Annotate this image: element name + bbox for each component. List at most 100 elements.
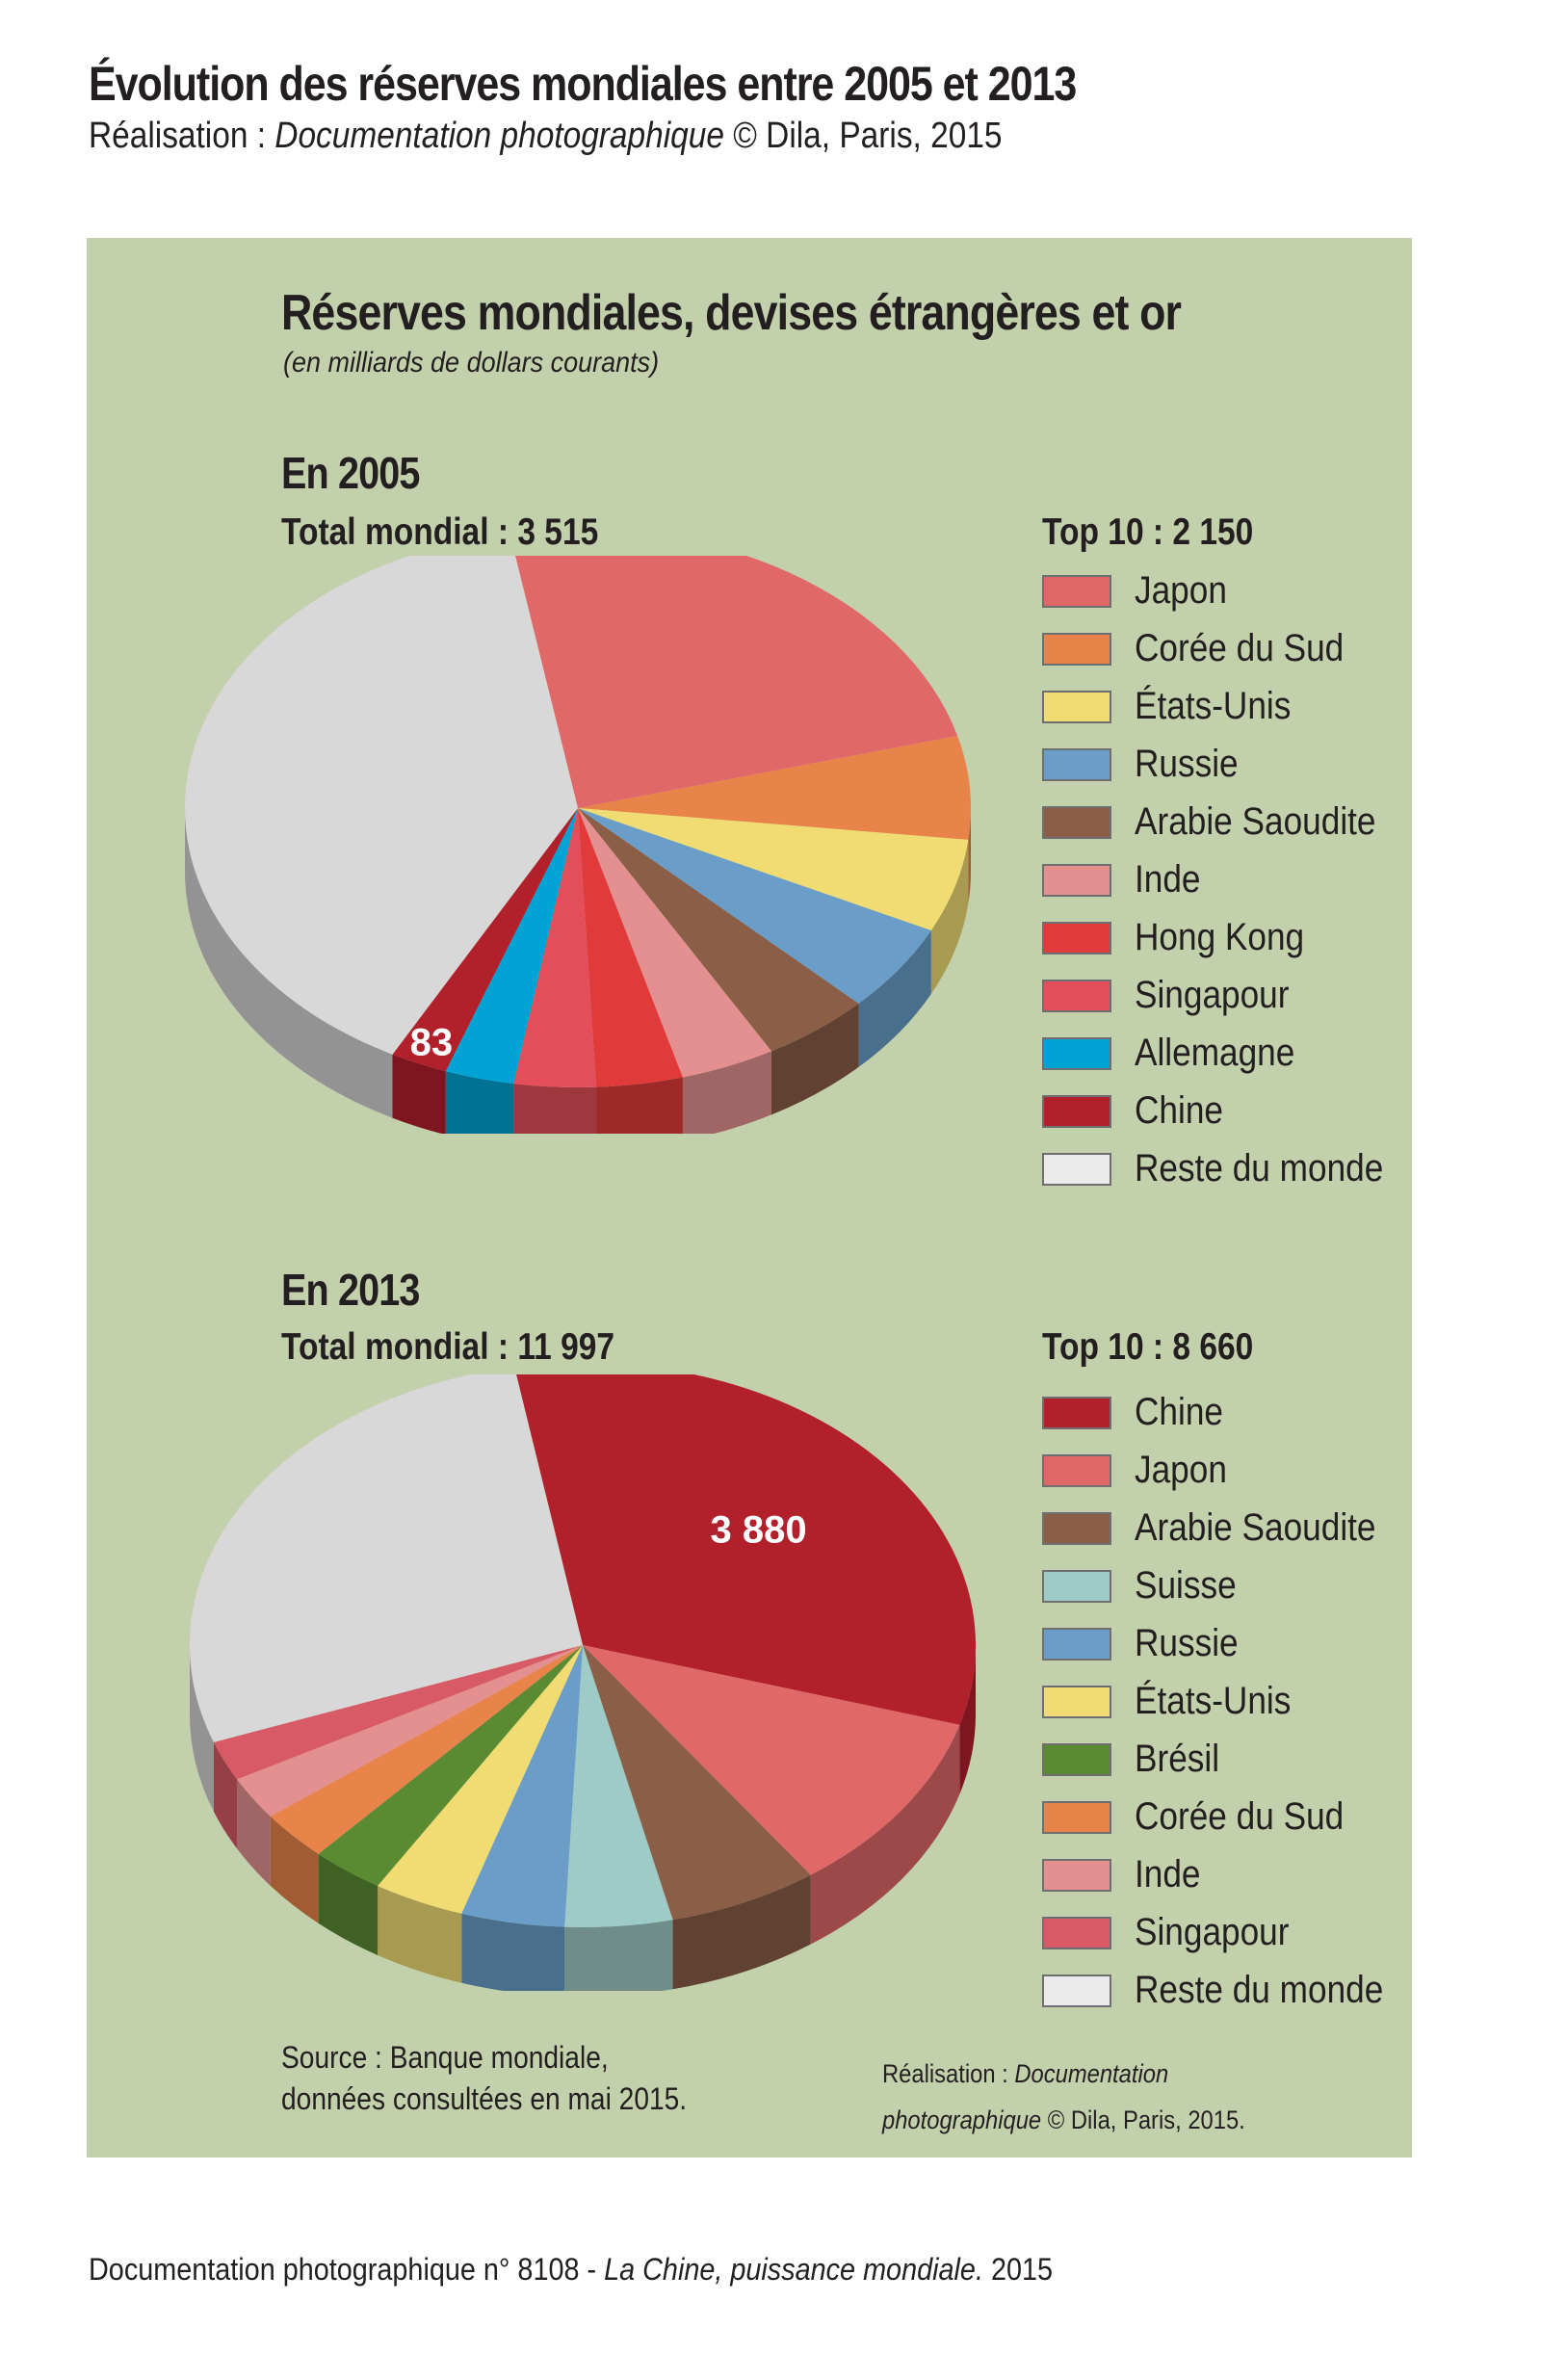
slice-hong-kong	[578, 808, 683, 1087]
legend-swatch	[1042, 1686, 1111, 1718]
legend-swatch	[1042, 922, 1111, 955]
legend-label: Singapour	[1135, 1911, 1290, 1953]
legend-item-chine: Chine	[1042, 1085, 1408, 1143]
slice-side-chine	[392, 1054, 446, 1134]
legend-item-singapour: Singapour	[1042, 1907, 1408, 1965]
pie-top	[185, 556, 971, 1087]
legend-item-etats-unis: États-Unis	[1042, 681, 1408, 739]
slice-side-etats-unis	[378, 1885, 462, 1983]
slice-chine	[392, 808, 578, 1072]
pie-top	[190, 1374, 976, 1927]
legend-item-chine: Chine	[1042, 1387, 1408, 1445]
slice-side-inde	[682, 1051, 771, 1134]
slice-inde	[578, 808, 771, 1078]
slice-side-russie	[461, 1913, 565, 1991]
slice-side-coree-du-sud	[270, 1816, 319, 1923]
legend-label: Japon	[1135, 1449, 1227, 1491]
legend-item-arabie-saoudite: Arabie Saoudite	[1042, 797, 1408, 854]
legend-label: Japon	[1135, 569, 1227, 612]
slice-value-label-chine: 83	[410, 1022, 454, 1064]
legend-2013: Chine Japon Arabie Saoudite Suisse Russie Éta…	[1042, 1387, 1408, 2023]
slice-side-japon	[810, 1724, 960, 1945]
legend-item-suisse: Suisse	[1042, 1560, 1408, 1618]
legend-swatch	[1042, 1037, 1111, 1070]
legend-swatch	[1042, 1397, 1111, 1429]
legend-2005: Japon Corée du Sud États-Unis Russie Arabie …	[1042, 565, 1408, 1201]
slice-arabie-saoudite	[583, 1645, 811, 1921]
chart-subtitle: (en milliards de dollars courants)	[283, 347, 660, 379]
legend-swatch	[1042, 806, 1111, 839]
legend-item-reste-du-monde: Reste du monde	[1042, 1143, 1408, 1201]
source-line-2: données consultées en mai 2015.	[281, 2081, 688, 2116]
slice-side-russie	[858, 930, 931, 1067]
legend-swatch	[1042, 1801, 1111, 1834]
legend-swatch	[1042, 575, 1111, 608]
legend-swatch	[1042, 1512, 1111, 1545]
slice-allemagne	[445, 808, 578, 1085]
legend-label: Arabie Saoudite	[1135, 800, 1376, 843]
legend-swatch	[1042, 1095, 1111, 1128]
footer-suffix: 2015	[982, 2252, 1054, 2287]
legend-swatch	[1042, 1570, 1111, 1603]
legend-label: Reste du monde	[1135, 1969, 1384, 2011]
slice-side-etats-unis	[930, 839, 969, 995]
legend-item-russie: Russie	[1042, 1618, 1408, 1676]
slice-side-inde	[237, 1779, 271, 1886]
section-title-2005: En 2005	[281, 448, 420, 498]
legend-swatch	[1042, 633, 1111, 666]
legend-swatch	[1042, 980, 1111, 1012]
top10-2005: Top 10 : 2 150	[1042, 511, 1254, 553]
legend-label: Chine	[1135, 1089, 1223, 1132]
legend-swatch	[1042, 1743, 1111, 1776]
slice-coree-du-sud	[270, 1645, 583, 1854]
legend-item-japon: Japon	[1042, 1445, 1408, 1503]
pie-sides	[190, 1645, 976, 1991]
slice-russie	[461, 1645, 583, 1927]
slice-singapour	[513, 808, 597, 1087]
legend-label: Corée du Sud	[1135, 627, 1345, 669]
legend-swatch	[1042, 1454, 1111, 1487]
slice-bresil	[318, 1645, 583, 1886]
source-note: Source : Banque mondiale, données consult…	[281, 2037, 687, 2120]
legend-label: Reste du monde	[1135, 1147, 1384, 1190]
chart-title: Réserves mondiales, devises étrangères e…	[281, 285, 1182, 341]
page-credit-prefix: Réalisation :	[89, 116, 275, 156]
slice-singapour	[213, 1645, 583, 1780]
slice-value-label-chine: 3 880	[710, 1508, 806, 1551]
legend-item-allemagne: Allemagne	[1042, 1028, 1408, 1085]
legend-label: Russie	[1135, 1622, 1239, 1664]
legend-label: Inde	[1135, 858, 1201, 901]
slice-suisse	[564, 1645, 673, 1927]
slice-etats-unis	[378, 1645, 583, 1914]
top10-2013: Top 10 : 8 660	[1042, 1326, 1254, 1368]
legend-item-coree-du-sud: Corée du Sud	[1042, 623, 1408, 681]
slice-reste-du-monde	[185, 556, 578, 1055]
pie-chart-2005: 83	[185, 556, 972, 1134]
pie-sides	[185, 808, 972, 1134]
page-credit: Réalisation : Documentation photographiq…	[89, 116, 1003, 157]
slice-side-singapour	[213, 1741, 238, 1849]
slice-side-bresil	[318, 1853, 379, 1955]
legend-swatch	[1042, 1153, 1111, 1186]
total-2013: Total mondial : 11 997	[281, 1326, 615, 1368]
slice-arabie-saoudite	[578, 808, 859, 1052]
legend-swatch	[1042, 1628, 1111, 1661]
slice-inde	[237, 1645, 583, 1817]
slice-side-hong-kong	[596, 1077, 683, 1134]
slice-side-arabie-saoudite	[770, 1003, 859, 1115]
slice-side-reste-du-monde	[190, 1645, 214, 1812]
legend-label: Russie	[1135, 743, 1239, 785]
legend-swatch	[1042, 748, 1111, 781]
legend-item-singapour: Singapour	[1042, 970, 1408, 1028]
legend-swatch	[1042, 1917, 1111, 1949]
legend-swatch	[1042, 864, 1111, 897]
legend-label: Corée du Sud	[1135, 1795, 1345, 1838]
pie-chart-2013: 3 880	[190, 1374, 976, 1991]
panel-credit-italic-1: Documentation	[1014, 2059, 1169, 2088]
panel-credit-line-2: photographique © Dila, Paris, 2015.	[882, 2097, 1245, 2143]
slice-side-singapour	[513, 1084, 597, 1134]
page-credit-publication: Documentation photographique	[274, 116, 724, 156]
panel-credit-italic-2: photographique	[882, 2105, 1042, 2134]
footer-publication: La Chine, puissance mondiale.	[604, 2252, 983, 2287]
legend-item-reste-du-monde: Reste du monde	[1042, 1965, 1408, 2023]
